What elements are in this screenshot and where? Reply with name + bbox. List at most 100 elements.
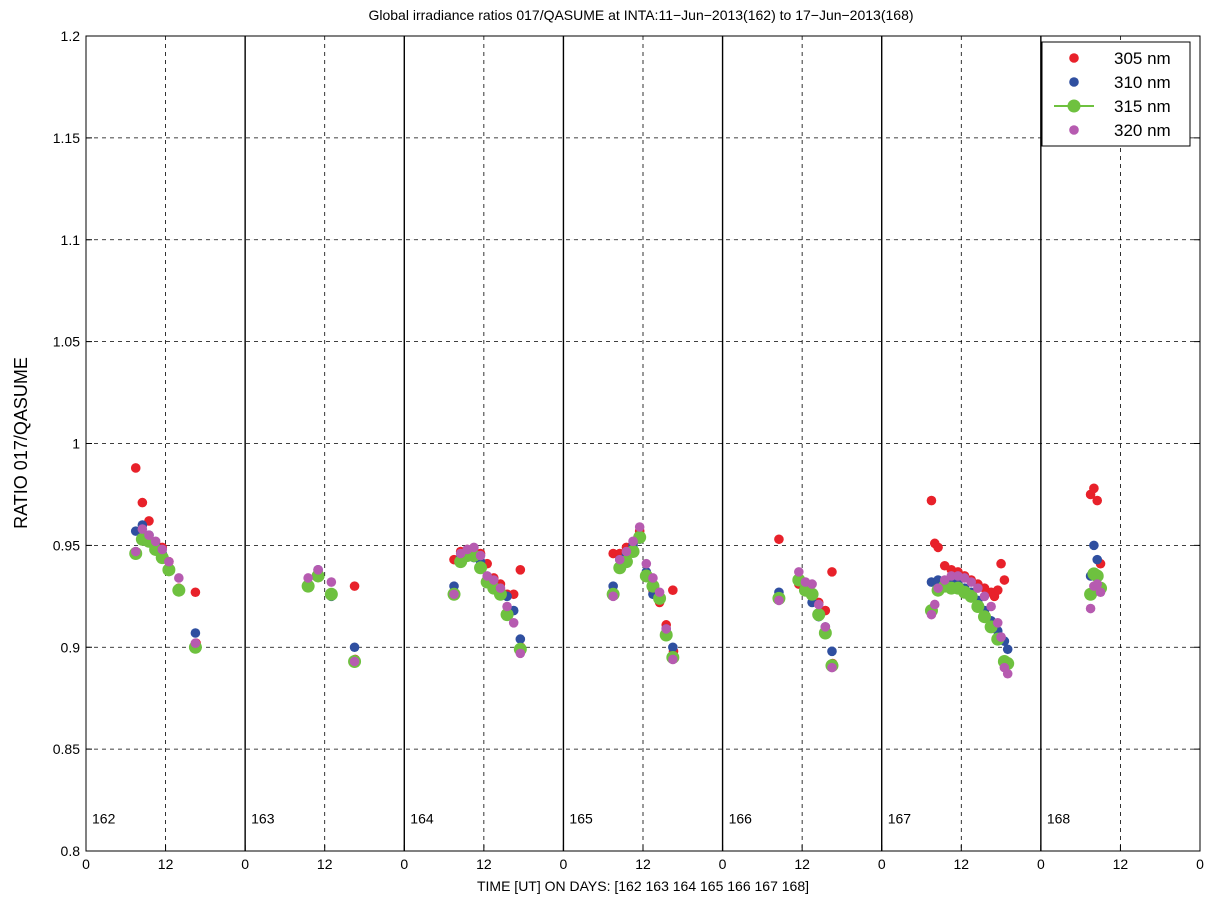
x-tick-label: 0 <box>1037 856 1045 872</box>
data-point <box>929 599 940 610</box>
x-tick-label: 0 <box>241 856 249 872</box>
legend-label: 315 nm <box>1114 97 1171 116</box>
x-tick-label: 12 <box>794 856 810 872</box>
data-point <box>449 589 459 600</box>
data-point <box>313 565 323 575</box>
data-point <box>986 601 996 612</box>
legend-marker <box>1069 77 1079 87</box>
data-point <box>508 618 519 628</box>
data-point <box>654 587 665 598</box>
data-point <box>634 522 645 532</box>
data-point <box>933 583 943 593</box>
x-tick-label: 12 <box>953 856 969 872</box>
data-point <box>1095 587 1106 598</box>
plot-frame <box>85 35 1201 852</box>
chart-title: Global irradiance ratios 017/QASUME at I… <box>368 7 913 23</box>
data-point <box>190 638 201 648</box>
x-tick-label: 0 <box>400 856 408 872</box>
data-point <box>996 558 1006 569</box>
y-tick-label: 0.9 <box>61 639 81 655</box>
data-point <box>1092 579 1103 589</box>
day-label: 163 <box>251 810 275 826</box>
data-point <box>1089 540 1099 551</box>
y-tick-label: 0.85 <box>53 741 80 757</box>
data-point <box>992 618 1003 628</box>
data-point <box>174 573 184 583</box>
data-point <box>668 585 678 595</box>
legend-marker <box>1067 99 1081 113</box>
day-separators <box>244 36 1042 851</box>
data-point <box>349 642 360 653</box>
data-point <box>324 587 338 601</box>
x-tick-label: 0 <box>560 856 568 872</box>
data-point <box>190 628 201 638</box>
data-point <box>827 567 837 577</box>
data-point <box>303 573 313 583</box>
legend-box <box>1041 41 1191 147</box>
x-tick-label: 0 <box>82 856 90 872</box>
data-point <box>502 601 512 612</box>
legend-marker <box>1069 53 1079 63</box>
data-point <box>999 575 1010 585</box>
x-tick-label: 12 <box>158 856 174 872</box>
x-tick-label: 12 <box>317 856 333 872</box>
data-point <box>820 622 831 632</box>
y-tick-label: 1.05 <box>53 334 80 350</box>
data-point <box>137 497 148 508</box>
legend-label: 320 nm <box>1114 121 1171 140</box>
data-point <box>933 542 943 553</box>
y-tick-label: 0.95 <box>53 537 80 553</box>
data-point <box>495 583 506 593</box>
data-points <box>129 463 1108 679</box>
data-point <box>1092 554 1103 565</box>
data-point <box>827 662 837 673</box>
y-tick-label: 0.8 <box>61 843 81 859</box>
data-point <box>926 495 937 506</box>
data-point <box>774 595 784 606</box>
data-point <box>661 624 672 634</box>
data-point <box>489 575 499 585</box>
day-label: 168 <box>1047 810 1071 826</box>
y-tick-label: 1.15 <box>53 130 80 146</box>
data-point <box>515 634 526 644</box>
x-axis-label: TIME [UT] ON DAYS: [162 163 164 165 166 … <box>477 878 809 894</box>
data-point <box>130 463 141 473</box>
data-point <box>668 654 678 665</box>
data-point <box>349 581 360 591</box>
data-point <box>1002 668 1013 679</box>
data-point <box>172 583 186 597</box>
data-point <box>349 656 360 667</box>
data-point <box>157 544 168 555</box>
data-point <box>774 534 784 545</box>
data-point <box>301 579 315 593</box>
data-point <box>966 577 977 587</box>
data-point <box>515 648 526 659</box>
day-label: 166 <box>729 810 753 826</box>
data-point <box>628 536 638 547</box>
data-point <box>164 556 174 567</box>
data-point <box>812 608 826 622</box>
legend-marker <box>1069 125 1079 135</box>
data-point <box>608 591 618 602</box>
y-axis-label: RATIO 017/QASUME <box>11 357 31 529</box>
y-axis-ticks: 0.8 0.85 0.9 0.95 1 1.05 1.1 1.15 1.2 <box>53 28 1200 859</box>
data-point <box>641 558 652 569</box>
y-tick-label: 1.1 <box>61 232 81 248</box>
data-point <box>648 573 658 583</box>
data-point <box>614 554 625 565</box>
x-tick-label: 12 <box>1113 856 1129 872</box>
day-label: 162 <box>92 810 116 826</box>
data-point <box>992 585 1003 595</box>
data-point <box>621 546 632 557</box>
data-point <box>996 632 1006 642</box>
data-point <box>475 550 486 561</box>
data-point <box>137 524 148 534</box>
data-point <box>977 610 991 624</box>
data-point <box>979 591 990 602</box>
data-point <box>964 589 978 603</box>
day-label: 167 <box>888 810 912 826</box>
x-tick-label: 12 <box>476 856 492 872</box>
data-point <box>500 608 514 622</box>
